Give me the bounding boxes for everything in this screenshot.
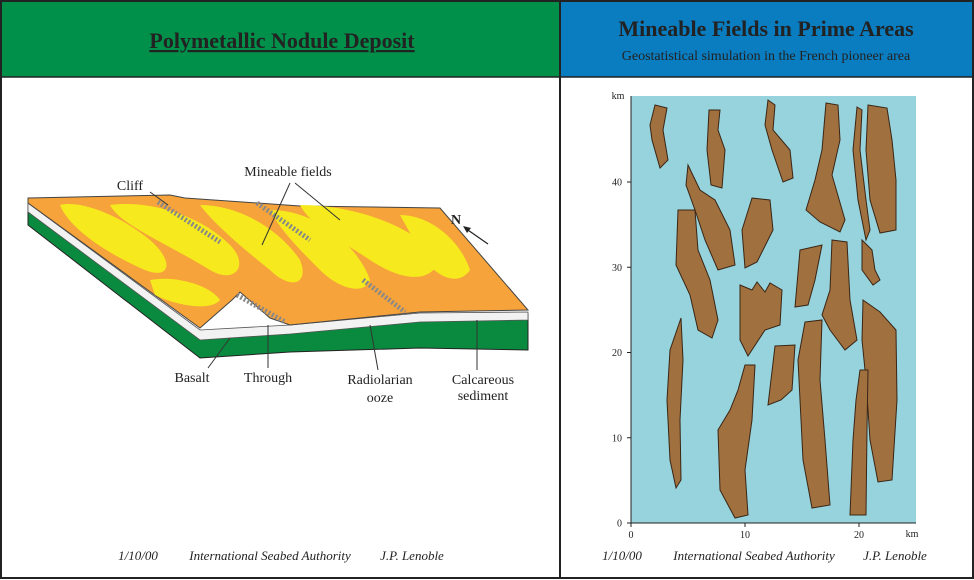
y-tick-label: 0 bbox=[617, 519, 622, 530]
label-calcareous: Calcareous bbox=[452, 373, 514, 388]
mineable-fields bbox=[649, 99, 898, 519]
x-tick-label: 20 bbox=[854, 530, 864, 541]
label-basalt: Basalt bbox=[175, 371, 210, 386]
label-ooze: ooze bbox=[367, 391, 393, 406]
y-unit: km bbox=[612, 91, 625, 102]
footer-date: 1/10/00 bbox=[602, 548, 642, 563]
y-tick-label: 30 bbox=[612, 263, 622, 274]
footer-org: International Seabed Authority bbox=[672, 548, 835, 563]
footer-author: J.P. Lenoble bbox=[380, 548, 444, 563]
right-header bbox=[561, 2, 972, 77]
block-diagram bbox=[27, 182, 530, 371]
left-title: Polymetallic Nodule Deposit bbox=[149, 28, 415, 53]
footer-org: International Seabed Authority bbox=[188, 548, 351, 563]
x-tick-label: 10 bbox=[740, 530, 750, 541]
label-through: Through bbox=[244, 371, 292, 386]
y-tick-label: 40 bbox=[612, 178, 622, 189]
right-subtitle: Geostatistical simulation in the French … bbox=[622, 49, 911, 64]
map-ticks: 0 10 20 30 40 0 10 20 bbox=[612, 178, 864, 542]
label-cliff: Cliff bbox=[117, 179, 144, 194]
footer-author: J.P. Lenoble bbox=[863, 548, 927, 563]
footer-date: 1/10/00 bbox=[118, 548, 158, 563]
label-sediment: sediment bbox=[458, 389, 509, 404]
label-mineable-fields: Mineable fields bbox=[244, 165, 331, 180]
y-tick-label: 20 bbox=[612, 348, 622, 359]
x-unit: km bbox=[906, 529, 919, 540]
left-header bbox=[2, 2, 559, 77]
y-tick-label: 10 bbox=[612, 433, 622, 444]
label-north: N bbox=[451, 213, 461, 228]
label-radiolarian: Radiolarian bbox=[347, 373, 412, 388]
right-title: Mineable Fields in Prime Areas bbox=[618, 16, 914, 41]
x-tick-label: 0 bbox=[629, 530, 634, 541]
